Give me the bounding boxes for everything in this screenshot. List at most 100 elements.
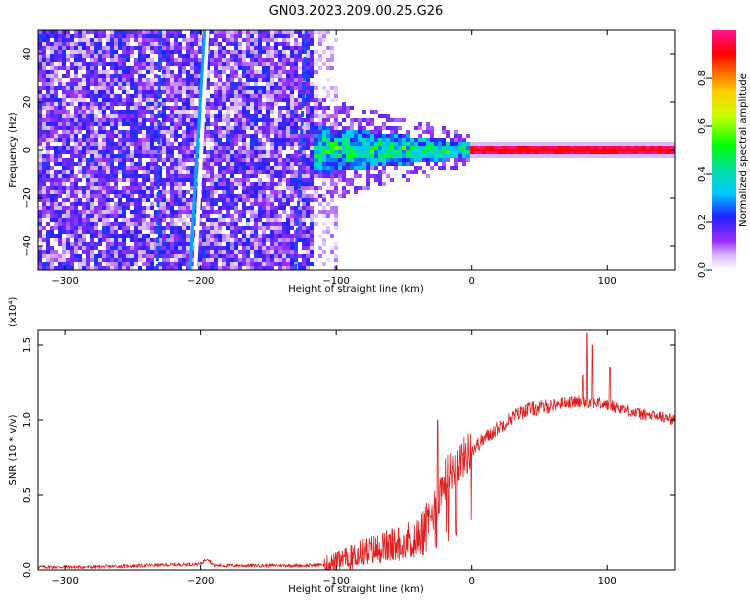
heatmap-cell: [106, 38, 110, 42]
heatmap-cell: [166, 118, 170, 122]
heatmap-cell: [294, 98, 298, 102]
heatmap-cell: [118, 190, 122, 194]
heatmap-cell: [70, 246, 74, 250]
heatmap-cell: [310, 150, 314, 154]
heatmap-cell: [86, 166, 90, 170]
heatmap-cell: [278, 58, 282, 62]
heatmap-cell: [58, 186, 62, 190]
heatmap-cell: [382, 142, 386, 146]
heatmap-cell: [142, 46, 146, 50]
heatmap-cell: [318, 106, 322, 110]
heatmap-cell: [82, 38, 86, 42]
heatmap-cell: [194, 106, 198, 110]
heatmap-cell: [46, 238, 50, 242]
heatmap-cell: [374, 178, 378, 182]
heatmap-cell: [170, 210, 174, 214]
heatmap-cell: [386, 134, 390, 138]
heatmap-cell: [46, 98, 50, 102]
heatmap-cell: [138, 250, 142, 254]
heatmap-cell: [446, 150, 450, 154]
heatmap-cell: [154, 150, 158, 154]
heatmap-cell: [178, 118, 182, 122]
heatmap-cell: [74, 114, 78, 118]
heatmap-cell: [214, 42, 218, 46]
heatmap-cell: [106, 78, 110, 82]
heatmap-cell: [218, 222, 222, 226]
heatmap-cell: [274, 238, 278, 242]
heatmap-cell: [98, 250, 102, 254]
heatmap-cell: [314, 194, 318, 198]
heatmap-cell: [38, 110, 42, 114]
heatmap-cell: [222, 166, 226, 170]
heatmap-cell: [82, 194, 86, 198]
heatmap-cell: [110, 134, 114, 138]
heatmap-cell: [382, 150, 386, 154]
heatmap-cell: [54, 258, 58, 262]
heatmap-cell: [170, 182, 174, 186]
heatmap-cell: [66, 206, 70, 210]
heatmap-cell: [302, 206, 306, 210]
heatmap-cell: [78, 146, 82, 150]
heatmap-cell: [190, 174, 194, 178]
heatmap-cell: [230, 226, 234, 230]
heatmap-cell: [178, 126, 182, 130]
heatmap-cell: [334, 186, 338, 190]
heatmap-cell: [234, 114, 238, 118]
spectrogram-xtick-label: −300: [51, 276, 78, 287]
heatmap-cell: [278, 234, 282, 238]
heatmap-cell: [422, 130, 426, 134]
heatmap-cell: [330, 210, 334, 214]
heatmap-cell: [70, 62, 74, 66]
heatmap-cell: [186, 166, 190, 170]
heatmap-cell: [102, 50, 106, 54]
heatmap-cell: [242, 246, 246, 250]
heatmap-cell: [290, 114, 294, 118]
heatmap-cell: [330, 134, 334, 138]
heatmap-cell: [390, 150, 394, 154]
heatmap-cell: [62, 114, 66, 118]
heatmap-cell: [82, 86, 86, 90]
snr-ylabel: SNR (10 * v/v): [8, 414, 19, 485]
heatmap-cell: [358, 174, 362, 178]
heatmap-cell: [94, 50, 98, 54]
heatmap-cell: [46, 254, 50, 258]
heatmap-cell: [134, 210, 138, 214]
heatmap-cell: [198, 262, 202, 266]
heatmap-cell: [54, 226, 58, 230]
heatmap-cell: [270, 154, 274, 158]
heatmap-cell: [170, 178, 174, 182]
heatmap-cell: [98, 90, 102, 94]
heatmap-cell: [534, 150, 538, 154]
heatmap-cell: [62, 262, 66, 266]
heatmap-cell: [58, 194, 62, 198]
heatmap-cell: [234, 30, 238, 34]
heatmap-cell: [38, 150, 42, 154]
heatmap-cell: [98, 210, 102, 214]
heatmap-cell: [106, 122, 110, 126]
heatmap-cell: [270, 70, 274, 74]
heatmap-cell: [310, 70, 314, 74]
heatmap-cell: [162, 150, 166, 154]
heatmap-cell: [162, 246, 166, 250]
heatmap-cell: [250, 250, 254, 254]
heatmap-cell: [286, 178, 290, 182]
heatmap-cell: [286, 214, 290, 218]
heatmap-cell: [182, 154, 186, 158]
heatmap-cell: [146, 54, 150, 58]
heatmap-cell: [314, 154, 318, 158]
heatmap-cell: [306, 86, 310, 90]
heatmap-cell: [70, 258, 74, 262]
heatmap-cell: [322, 250, 326, 254]
heatmap-cell: [274, 102, 278, 106]
heatmap-cell: [194, 206, 198, 210]
heatmap-cell: [266, 258, 270, 262]
heatmap-cell: [170, 174, 174, 178]
heatmap-cell: [258, 266, 262, 270]
heatmap-cell: [98, 70, 102, 74]
heatmap-cell: [294, 134, 298, 138]
heatmap-cell: [46, 30, 50, 34]
heatmap-cell: [70, 226, 74, 230]
heatmap-cell: [366, 162, 370, 166]
heatmap-cell: [102, 114, 106, 118]
heatmap-cell: [82, 98, 86, 102]
